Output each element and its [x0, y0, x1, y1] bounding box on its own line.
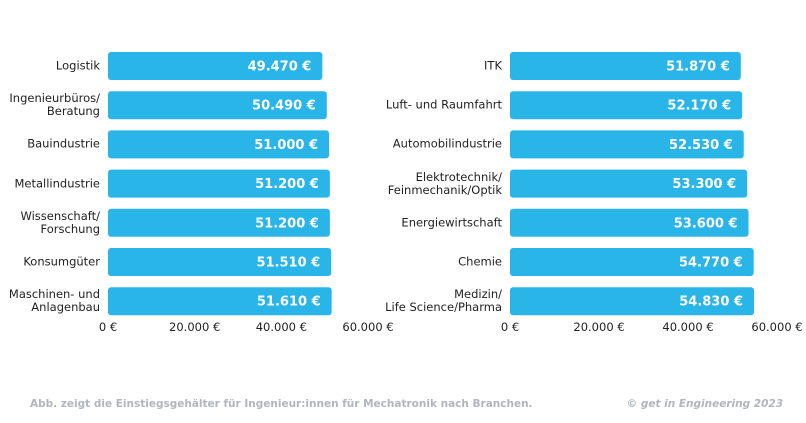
- category-label: Chemie: [458, 254, 502, 269]
- source: © get in Engineering 2023: [626, 398, 783, 410]
- bar: [510, 248, 754, 276]
- category-label: Luft- und Raumfahrt: [385, 97, 502, 112]
- bar: [108, 169, 330, 198]
- caption: Abb. zeigt die Einstiegsgehälter für Ing…: [30, 398, 533, 410]
- bar: [108, 130, 329, 159]
- category-label: Energiewirtschaft: [401, 215, 502, 230]
- category-label: ITK: [484, 58, 502, 73]
- value-label: 53.600 €: [674, 216, 738, 231]
- value-label: 51.610 €: [257, 295, 321, 310]
- x-tick-label: 40.000 €: [255, 320, 307, 334]
- bar: [108, 208, 330, 237]
- value-label: 51.510 €: [256, 256, 320, 271]
- bar: [510, 52, 741, 80]
- value-label: 52.530 €: [669, 138, 733, 153]
- x-tick-label: 0 €: [98, 320, 118, 334]
- category-label: Wissenschaft/ Forschung: [20, 208, 100, 236]
- bar: [510, 91, 743, 120]
- category-label: Ingenieurbüros/ Beratung: [9, 91, 100, 119]
- category-label: Logistik: [55, 58, 100, 73]
- value-label: 54.770 €: [679, 256, 743, 271]
- value-label: 51.000 €: [254, 138, 318, 153]
- value-label: 52.170 €: [667, 99, 731, 114]
- category-label: Medizin/ Life Science/Pharma: [385, 287, 502, 315]
- value-label: 51.200 €: [255, 216, 319, 231]
- x-tick-label: 20.000 €: [573, 320, 625, 334]
- bar: [510, 208, 749, 237]
- bar: [108, 52, 323, 80]
- value-label: 53.300 €: [672, 177, 736, 192]
- x-tick-label: 40.000 €: [662, 320, 714, 334]
- category-label: Elektrotechnik/ Feinmechanik/Optik: [387, 169, 502, 197]
- category-label: Bauindustrie: [27, 136, 100, 151]
- bar: [108, 91, 327, 120]
- value-label: 50.490 €: [252, 99, 316, 114]
- x-tick-label: 60.000 €: [751, 320, 803, 334]
- bar: [108, 287, 332, 316]
- value-label: 51.870 €: [666, 60, 730, 75]
- value-label: 51.200 €: [255, 177, 319, 192]
- bar: [510, 287, 754, 316]
- bar: [510, 169, 748, 198]
- bar: [510, 130, 744, 159]
- x-tick-label: 0 €: [500, 320, 520, 334]
- category-label: Maschinen- und Anlagenbau: [8, 287, 100, 315]
- value-label: 54.830 €: [679, 295, 743, 310]
- category-label: Konsumgüter: [23, 254, 100, 269]
- x-tick-label: 20.000 €: [169, 320, 221, 334]
- category-label: Metallindustrie: [14, 176, 100, 191]
- x-tick-label: 60.000 €: [342, 320, 394, 334]
- bar: [108, 248, 332, 276]
- value-label: 49.470 €: [248, 60, 312, 75]
- category-label: Automobilindustrie: [392, 136, 502, 151]
